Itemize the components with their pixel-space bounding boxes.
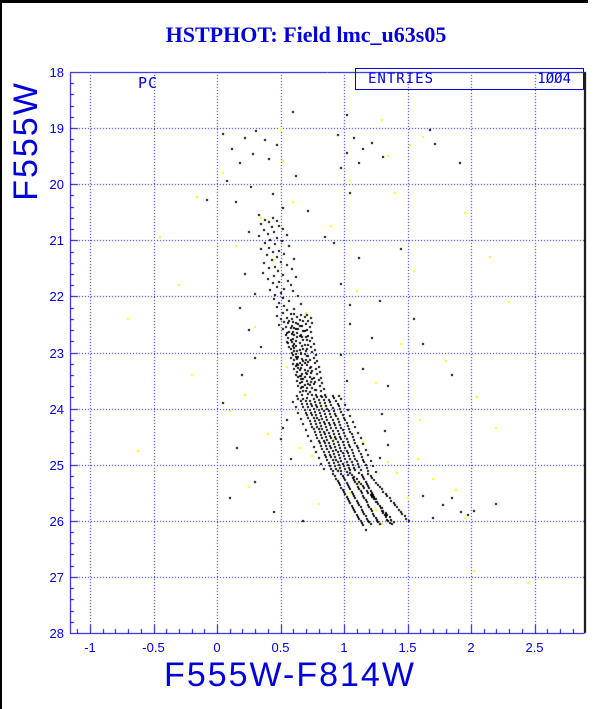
x-tick-label: -1 [84,640,96,655]
y-tick-label: 20 [49,177,64,193]
x-tick-label: -0.5 [142,640,165,655]
y-tick-label: 25 [49,457,64,473]
y-tick-label: 28 [49,626,64,641]
x-tick-label: 0 [213,640,221,655]
y-tick-label: 21 [49,233,64,249]
y-tick-label: 18 [49,65,64,80]
y-tick-label: 22 [49,289,64,305]
y-tick-label: 24 [49,401,64,417]
x-tick-label: 1 [340,640,348,655]
entries-label: ENTRIES [368,71,435,87]
x-tick-label: 2 [467,640,475,655]
detector-label: PC [138,74,159,92]
y-tick-label: 19 [49,121,64,137]
y-tick-label: 27 [49,569,64,585]
y-tick-label: 26 [49,513,64,529]
y-tick-label: 23 [49,345,64,361]
window-border-left-icon [0,0,2,709]
x-tick-label: 0.5 [271,640,290,655]
window-border-top-icon [0,0,588,3]
x-tick-label: 1.5 [398,640,417,655]
page-title: HSTPHOT: Field lmc_u63s05 [165,22,447,47]
entries-value: 1ØØ4 [537,71,571,87]
x-axis-title: F555W-F814W [164,656,416,694]
x-tick-label: 2.5 [525,640,544,655]
entries-box: ENTRIES 1ØØ4 [355,68,584,90]
